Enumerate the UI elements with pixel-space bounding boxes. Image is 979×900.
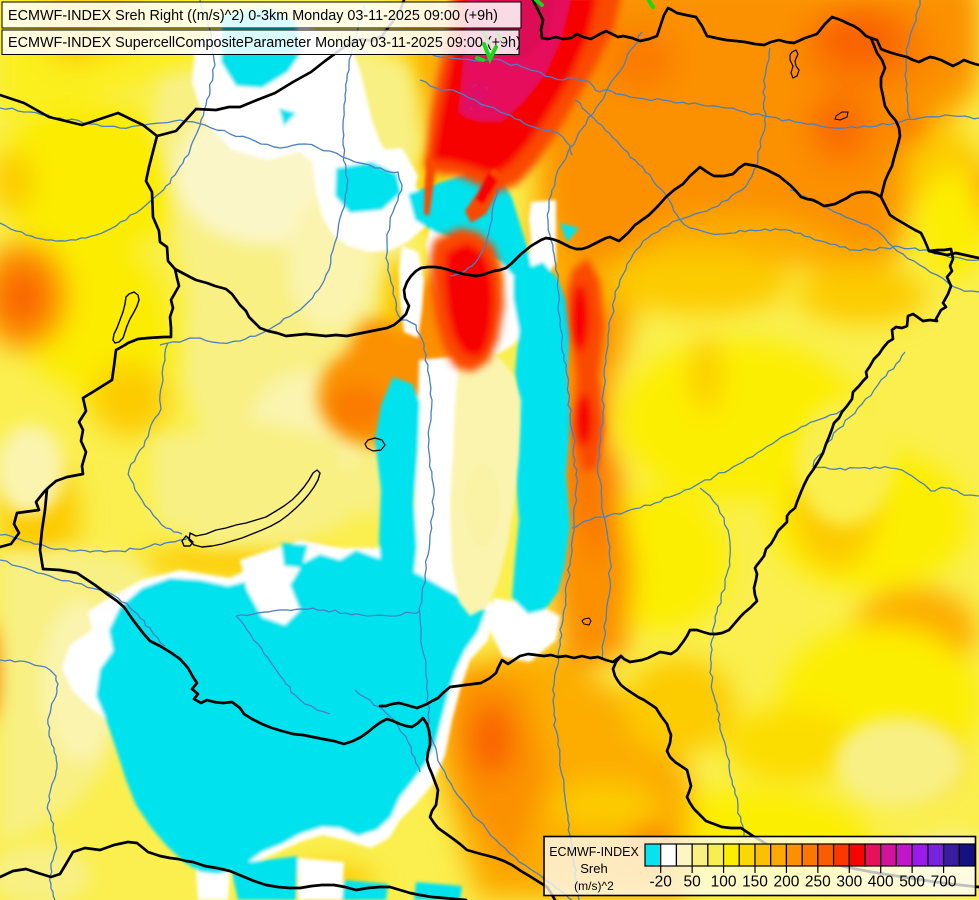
svg-text:ECMWF-INDEX SupercellComposite: ECMWF-INDEX SupercellCompositeParameter … [8,35,521,51]
svg-text:(m/s)^2: (m/s)^2 [574,879,614,893]
svg-text:300: 300 [836,874,862,891]
svg-text:700: 700 [931,874,957,891]
svg-text:150: 150 [742,874,768,891]
svg-text:400: 400 [868,874,894,891]
svg-text:200: 200 [773,874,799,891]
svg-text:250: 250 [805,874,831,891]
svg-text:100: 100 [711,874,737,891]
svg-text:50: 50 [684,874,702,891]
svg-text:-20: -20 [650,874,673,891]
svg-text:ECMWF-INDEX: ECMWF-INDEX [549,845,639,859]
svg-text:500: 500 [899,874,925,891]
svg-text:ECMWF-INDEX Sreh Right ((m/s)^: ECMWF-INDEX Sreh Right ((m/s)^2) 0-3km M… [8,8,498,24]
svg-text:Sreh: Sreh [580,861,607,876]
